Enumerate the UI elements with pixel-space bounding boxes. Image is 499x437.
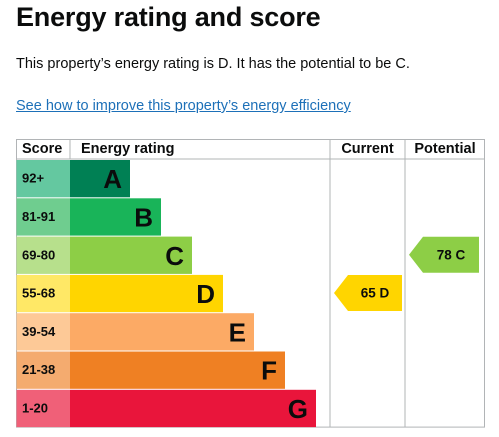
band-range-cell-E [16, 313, 70, 351]
page-title: Energy rating and score [16, 2, 321, 32]
rating-summary: This property’s energy rating is D. It h… [16, 56, 410, 72]
energy-rating-svg: Score Energy rating Current Potential 92+ A 81… [16, 139, 485, 428]
band-letter-D: D [196, 279, 215, 309]
current-rating-arrow [334, 275, 402, 312]
band-bar-E [70, 313, 254, 351]
band-letter-F: F [261, 356, 277, 386]
band-range-G: 1-20 [22, 400, 48, 415]
band-range-cell-A [16, 160, 70, 198]
band-bar-G [70, 389, 316, 428]
potential-rating-label: 78 C [437, 247, 466, 262]
band-letter-C: C [165, 241, 184, 271]
current-rating-label: 65 D [361, 286, 390, 301]
band-range-C: 69-80 [22, 247, 55, 262]
band-range-cell-F [16, 351, 70, 389]
band-letter-G: G [288, 394, 308, 424]
band-range-A: 92+ [22, 171, 44, 186]
band-bar-A [70, 160, 130, 198]
improve-efficiency-link[interactable]: See how to improve this property’s energ… [16, 98, 351, 114]
band-letter-A: A [103, 164, 122, 194]
header-current: Current [341, 141, 394, 157]
header-score: Score [22, 141, 62, 157]
band-range-cell-C [16, 236, 70, 274]
band-bar-D [70, 274, 223, 313]
band-letter-B: B [134, 202, 153, 232]
band-letter-E: E [229, 317, 246, 347]
band-range-E: 39-54 [22, 324, 56, 339]
potential-rating-arrow [409, 236, 479, 273]
band-bar-C [70, 236, 192, 274]
band-range-B: 81-91 [22, 209, 55, 224]
band-range-cell-G [16, 389, 70, 428]
band-range-F: 21-38 [22, 362, 55, 377]
header-potential: Potential [414, 141, 475, 157]
band-bar-B [70, 198, 161, 236]
band-range-cell-D [16, 274, 70, 313]
band-range-D: 55-68 [22, 286, 55, 301]
band-bar-F [70, 351, 285, 389]
header-energy-rating: Energy rating [81, 141, 174, 157]
energy-rating-chart: Score Energy rating Current Potential 92+ A 81… [16, 139, 485, 429]
band-range-cell-B [16, 198, 70, 236]
